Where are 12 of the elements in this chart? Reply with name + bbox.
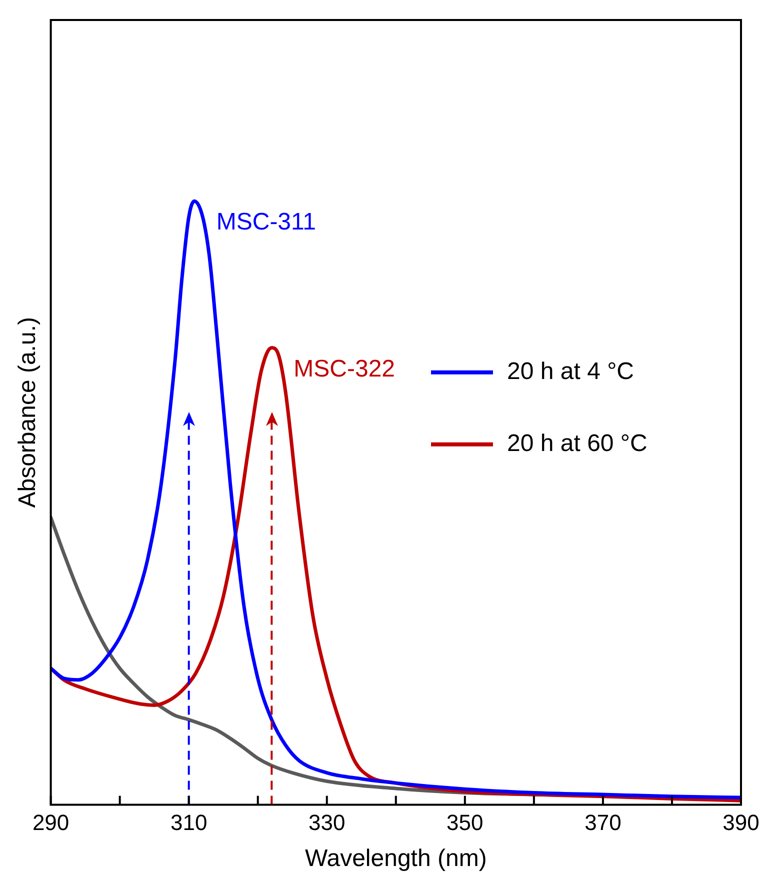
x-tick-label: 290 bbox=[32, 810, 70, 836]
x-tick-label: 350 bbox=[446, 810, 484, 836]
annotation: MSC-322 bbox=[294, 355, 396, 382]
legend-label: 20 h at 60 °C bbox=[507, 430, 648, 458]
legend-label: 20 h at 4 °C bbox=[507, 358, 634, 386]
x-tick-label: 310 bbox=[170, 810, 208, 836]
annotation: MSC-311 bbox=[216, 208, 316, 236]
x-axis-title: Wavelength (nm) bbox=[304, 845, 487, 872]
x-tick-label: 330 bbox=[308, 810, 346, 836]
x-tick-label: 390 bbox=[722, 810, 760, 836]
x-tick-label: 370 bbox=[584, 810, 622, 836]
y-axis-title: Absorbance (a.u.) bbox=[14, 317, 42, 508]
